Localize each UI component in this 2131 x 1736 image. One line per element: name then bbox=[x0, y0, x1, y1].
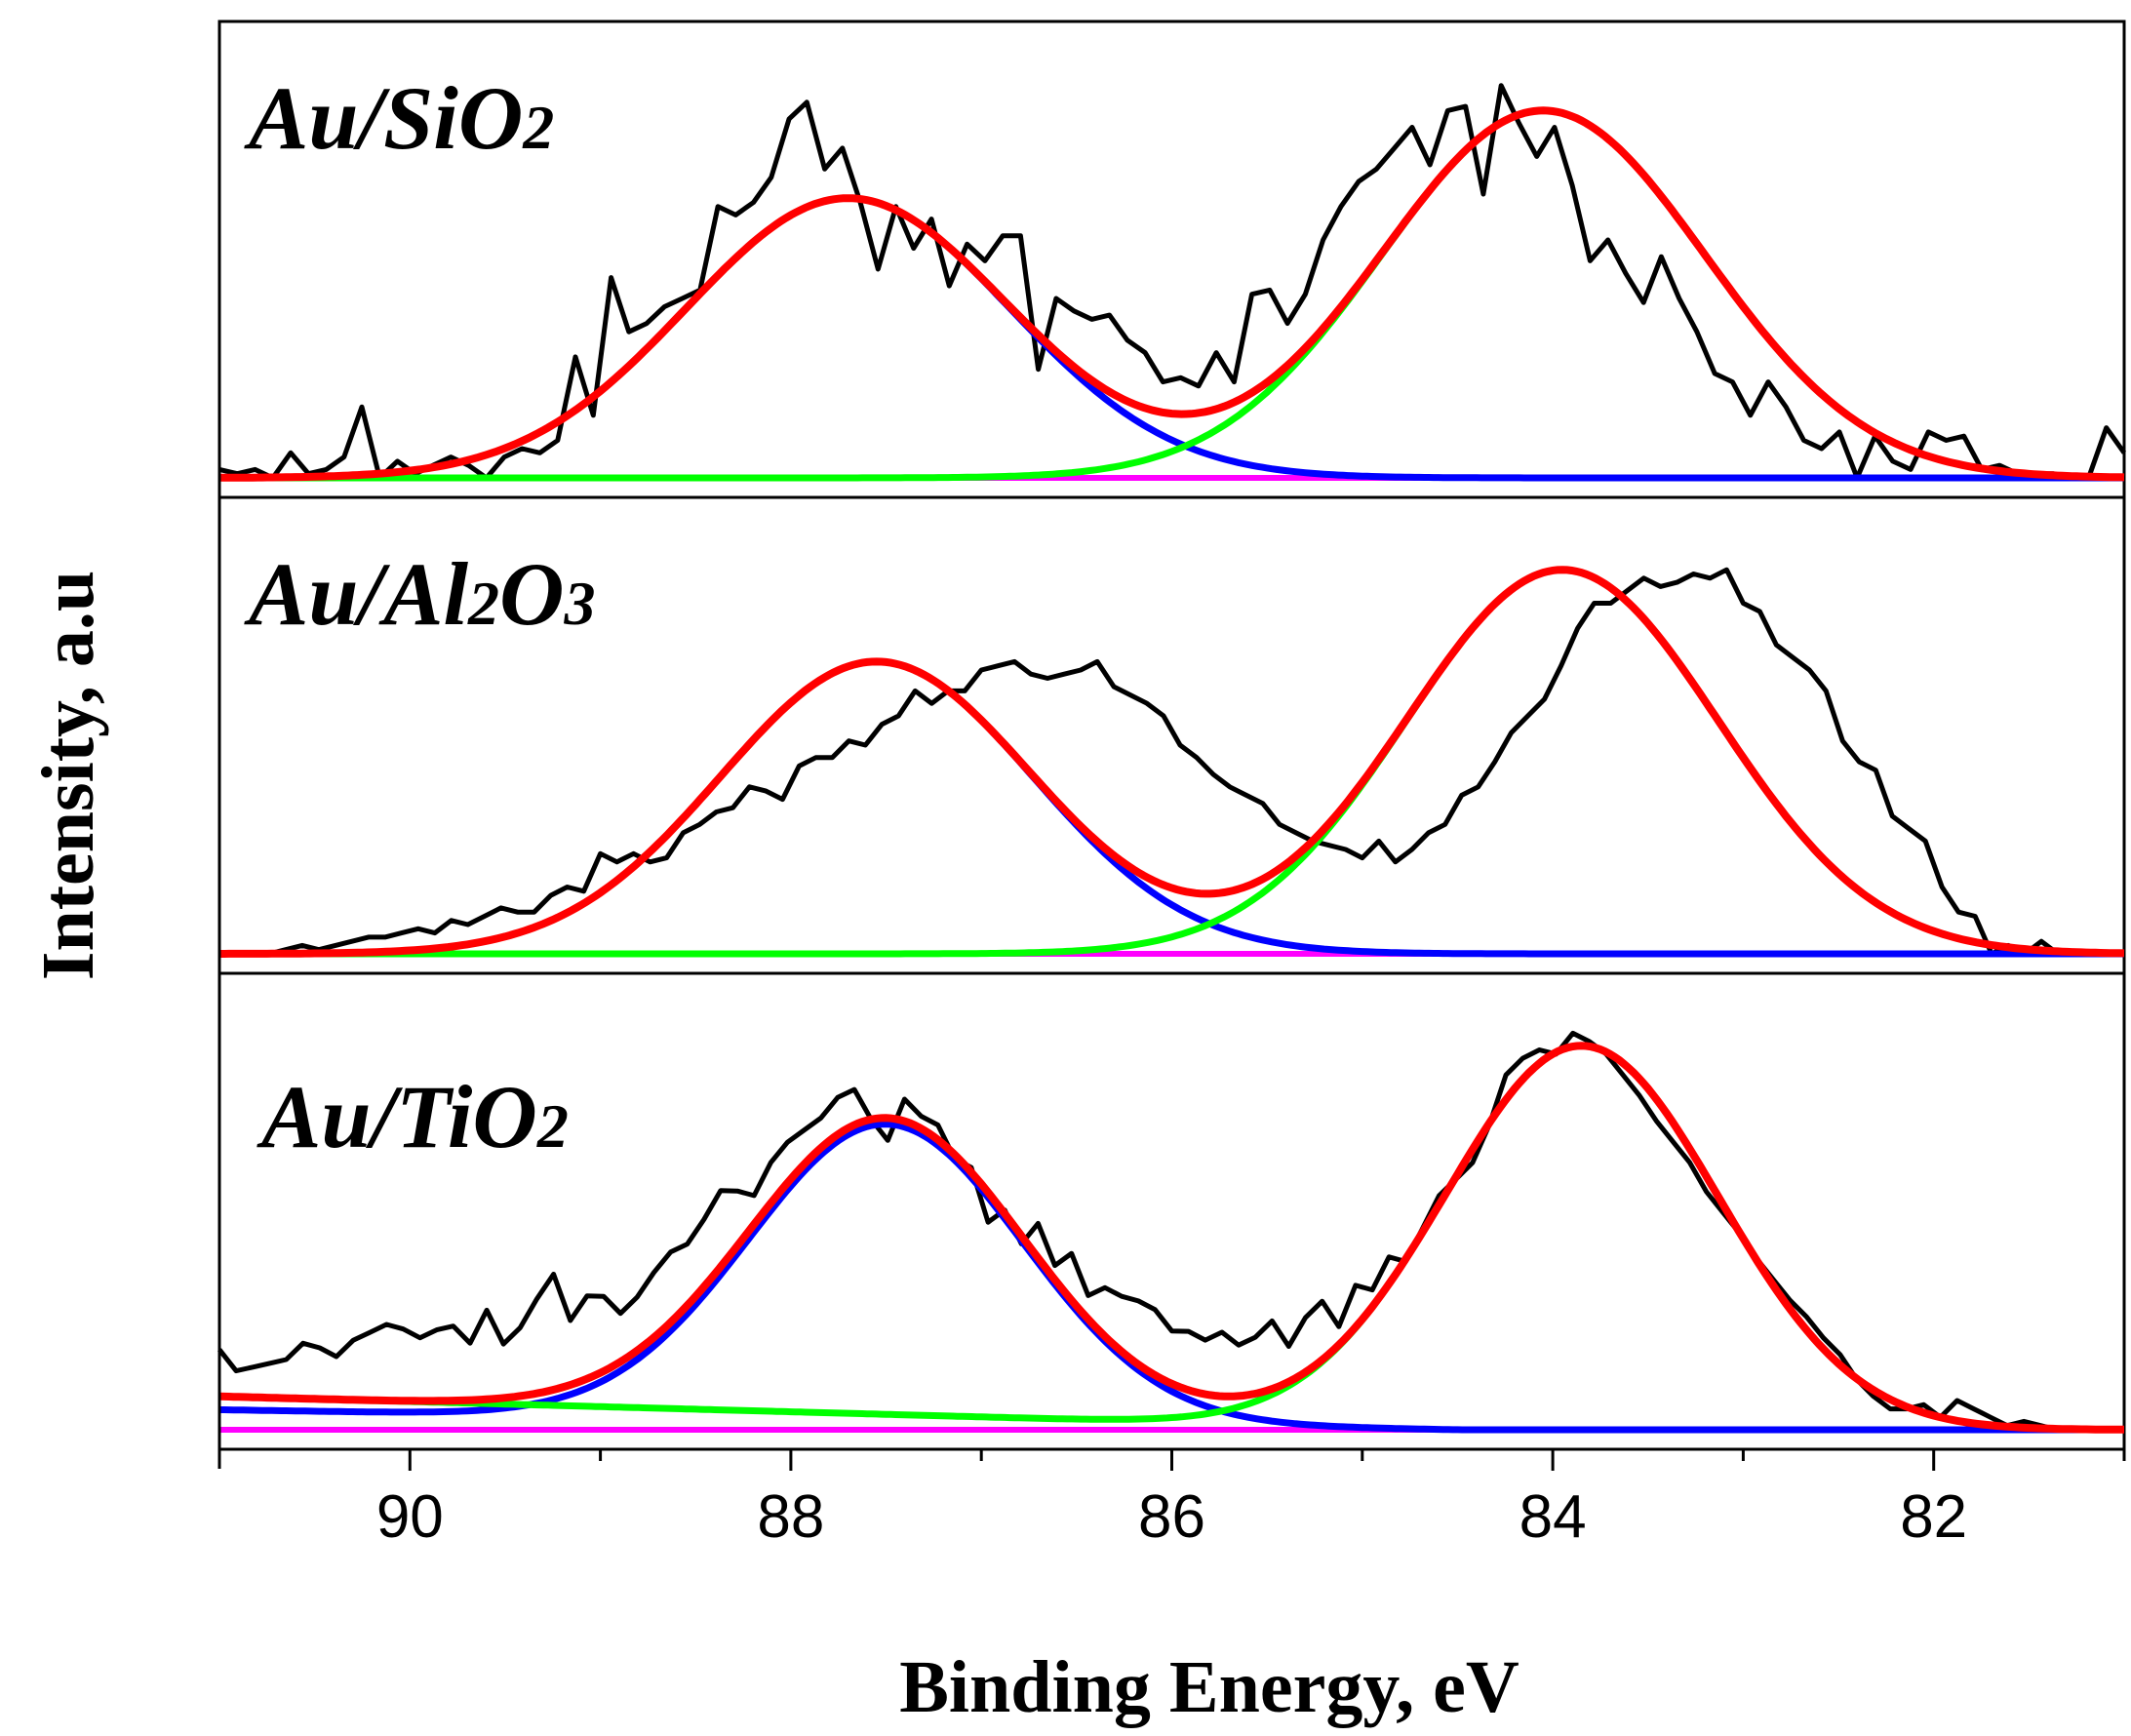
panel-label: Au/SiO2 bbox=[244, 68, 554, 168]
raw-data-line bbox=[218, 83, 2127, 481]
panel-sio2: Au/SiO2 bbox=[217, 20, 2127, 499]
panel-label-main: Au/Al bbox=[244, 544, 468, 644]
x-axis-title: Binding Energy, eV bbox=[899, 1646, 1519, 1728]
raw-data-line bbox=[219, 567, 2124, 957]
x-tick-label: 88 bbox=[757, 1483, 824, 1551]
panel-frame bbox=[217, 971, 2126, 1451]
panel-label-subscript: 2 bbox=[467, 569, 499, 638]
x-tick-label: 84 bbox=[1519, 1483, 1587, 1551]
panel-label-mid: O bbox=[499, 544, 564, 644]
y-axis-title: Intensity, a.u bbox=[27, 571, 109, 980]
panel-tio2: Au/TiO2 bbox=[217, 971, 2126, 1451]
panel-label-main: Au/TiO bbox=[257, 1067, 537, 1166]
x-ticks-group: 90 88 86 84 82 bbox=[217, 21, 2126, 1551]
panel-label-subscript: 2 bbox=[536, 1091, 569, 1161]
envelope-fit-line bbox=[219, 106, 2125, 482]
panel-label-main: Au/SiO bbox=[244, 68, 523, 168]
panel-label-subscript: 2 bbox=[522, 93, 554, 162]
panel-label-subscript: 3 bbox=[563, 569, 595, 638]
panel-al2o3: Au/Al2O3 bbox=[217, 495, 2126, 975]
panel-label: Au/Al2O3 bbox=[244, 544, 595, 644]
envelope-fit-line bbox=[218, 1042, 2124, 1434]
x-tick-label: 86 bbox=[1138, 1483, 1205, 1551]
x-tick-label: 90 bbox=[376, 1483, 444, 1551]
x-tick-label: 82 bbox=[1900, 1483, 1967, 1551]
raw-data-line bbox=[217, 1030, 2124, 1433]
envelope-fit-line bbox=[219, 566, 2125, 958]
panel-label: Au/TiO2 bbox=[257, 1067, 569, 1166]
